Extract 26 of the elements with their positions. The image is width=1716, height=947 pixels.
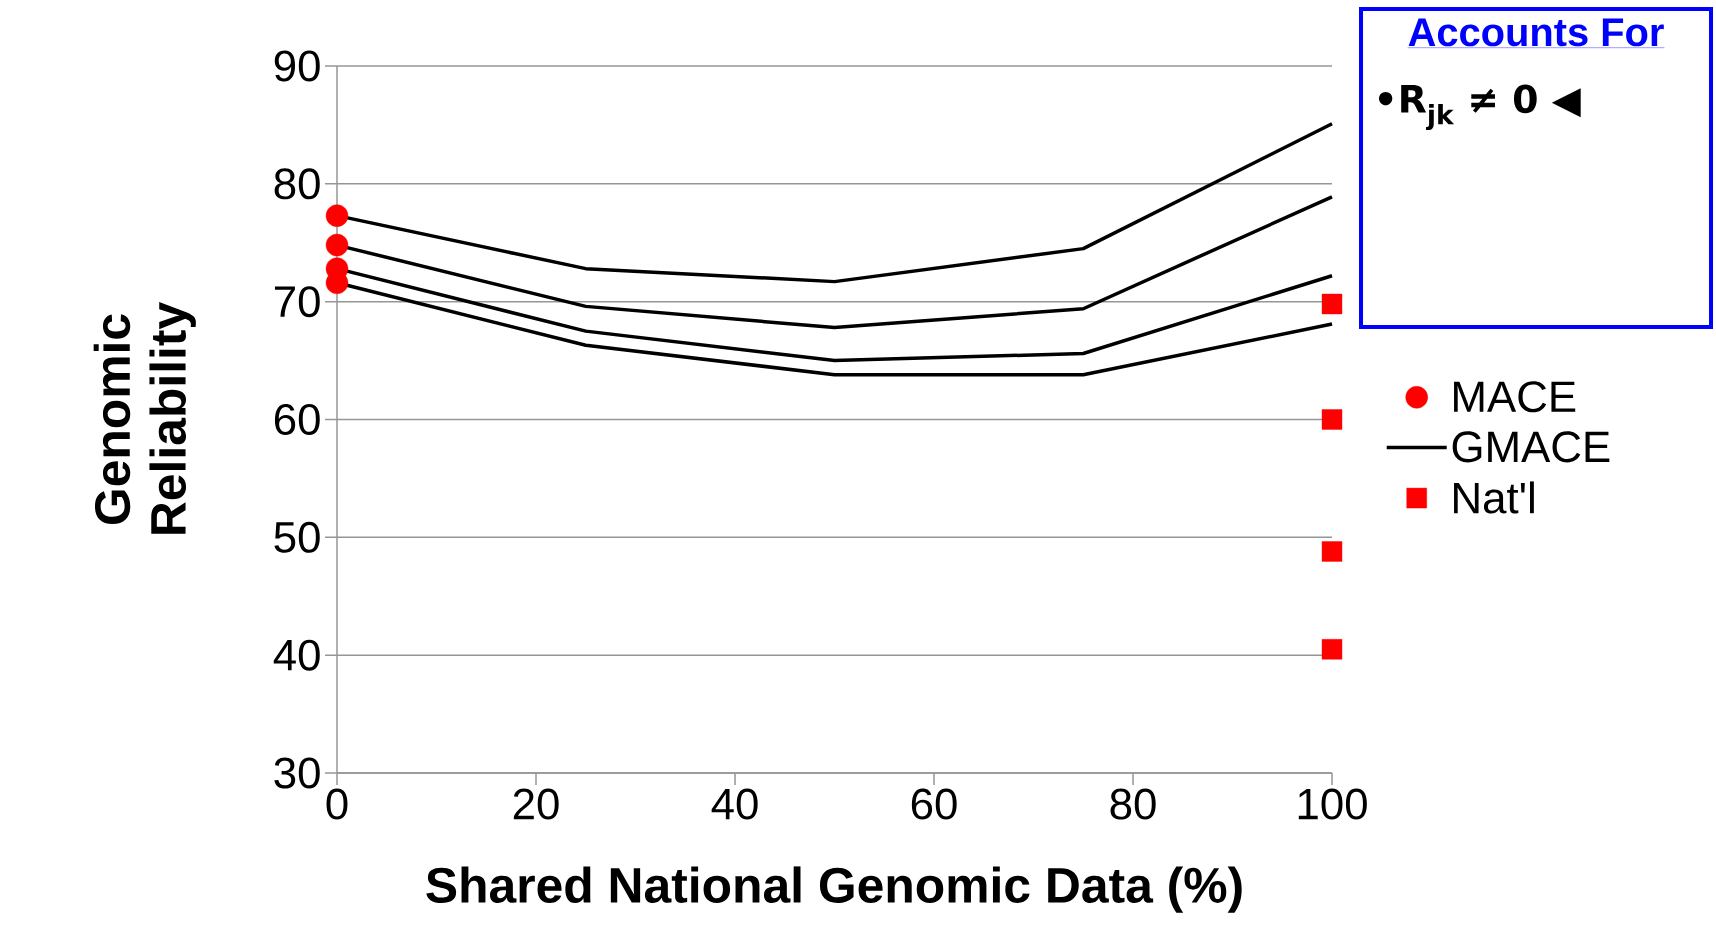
y-tick-label: 60: [274, 403, 320, 435]
text: •R$_{jk}$ ≠ 0 ◀: [1378, 84, 1581, 130]
point: [325, 204, 349, 227]
x-tick-label: 100: [1298, 788, 1367, 820]
text: Accounts For: [1408, 18, 1664, 47]
y-tick-label: 50: [274, 521, 320, 553]
legend-label: GMACE: [1452, 431, 1610, 463]
x-tick-label: 20: [513, 788, 559, 820]
y-axis-title: Genomic Reliability: [93, 302, 196, 534]
y-tick-label: 30: [274, 757, 320, 789]
y-tick-label: 80: [274, 168, 320, 200]
legend-label: Nat'l: [1454, 481, 1534, 514]
x-tick-label: 80: [1110, 788, 1156, 820]
point: [1321, 409, 1343, 430]
x-tick-label: 40: [711, 788, 758, 820]
point: [1321, 541, 1343, 562]
y-tick-label: 90: [274, 50, 320, 82]
x-axis-title: Shared National Genomic Data (%): [426, 866, 1242, 913]
x-tick-label: 60: [911, 788, 957, 820]
y-tick-label: 70: [274, 286, 320, 318]
point: [1321, 639, 1343, 660]
x-tick-label: 0: [326, 788, 348, 820]
y-tick-label: 40: [273, 639, 320, 671]
legend-label: MACE: [1454, 381, 1576, 413]
point: [325, 233, 349, 257]
point: [1321, 293, 1343, 315]
